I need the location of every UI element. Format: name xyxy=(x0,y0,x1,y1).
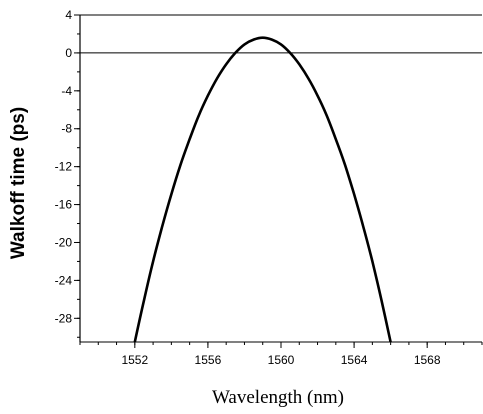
y-tick-label: -12 xyxy=(55,160,73,174)
y-axis-title: Walkoff time (ps) xyxy=(8,107,29,259)
y-tick-label: -28 xyxy=(55,311,73,325)
y-tick-label: 0 xyxy=(65,46,72,60)
y-tick-label: 4 xyxy=(65,8,72,22)
y-tick-label: -16 xyxy=(55,198,73,212)
y-tick-label: -4 xyxy=(61,84,72,98)
x-tick-label: 1556 xyxy=(195,353,222,367)
major-ticks xyxy=(74,14,428,348)
y-tick-label: -8 xyxy=(61,122,72,136)
x-tick-label: 1568 xyxy=(414,353,441,367)
minor-ticks xyxy=(77,14,483,345)
tick-labels: 1552 1556 1560 1564 1568 4 0 -4 -8 -12 -16 -20 -24 -2… xyxy=(55,8,441,367)
x-axis-title: Wavelength (nm) xyxy=(212,387,344,408)
x-tick-label: 1552 xyxy=(121,353,148,367)
y-tick-label: -20 xyxy=(55,235,73,249)
x-tick-label: 1560 xyxy=(268,353,295,367)
walkoff-curve xyxy=(133,36,392,343)
x-tick-label: 1564 xyxy=(341,353,368,367)
y-tick-label: -24 xyxy=(55,273,73,287)
